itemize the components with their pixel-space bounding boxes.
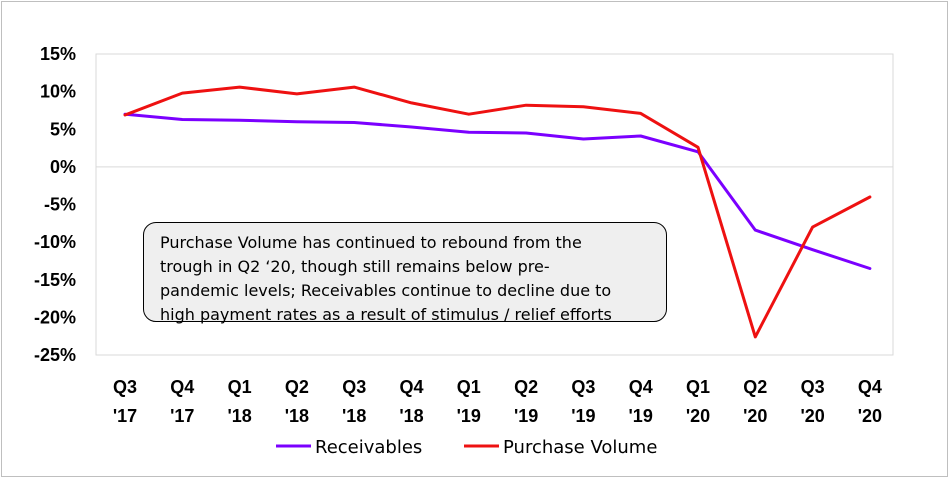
x-tick-label: '19 xyxy=(571,406,595,426)
x-tick-label: Q1 xyxy=(228,377,252,397)
x-tick-label: Q2 xyxy=(514,377,538,397)
x-tick-label: '19 xyxy=(629,406,653,426)
x-tick-label: Q4 xyxy=(629,377,653,397)
x-tick-label: '18 xyxy=(342,406,366,426)
legend-label-purchase-volume: Purchase Volume xyxy=(503,437,657,458)
y-tick-label: -20% xyxy=(34,307,76,327)
y-tick-label: -10% xyxy=(34,232,76,252)
x-tick-label: Q3 xyxy=(113,377,137,397)
x-tick-label: '17 xyxy=(113,406,137,426)
x-tick-label: '20 xyxy=(743,406,767,426)
annotation-line: trough in Q2 ‘20, though still remains b… xyxy=(160,257,550,276)
y-tick-label: 15% xyxy=(40,44,76,64)
annotation-box: Purchase Volume has continued to rebound… xyxy=(143,222,667,324)
x-tick-label: '18 xyxy=(227,406,251,426)
series-line-receivables xyxy=(123,112,872,270)
x-tick-label: Q1 xyxy=(457,377,481,397)
x-tick-label: '19 xyxy=(457,406,481,426)
x-tick-label: '20 xyxy=(800,406,824,426)
x-tick-label: '19 xyxy=(514,406,538,426)
x-tick-label: Q1 xyxy=(686,377,710,397)
x-tick-label: Q4 xyxy=(170,377,194,397)
y-tick-label: -15% xyxy=(34,270,76,290)
y-tick-label: -5% xyxy=(44,195,76,215)
x-tick-label: Q4 xyxy=(858,377,882,397)
x-tick-label: '17 xyxy=(170,406,194,426)
x-tick-label: '18 xyxy=(399,406,423,426)
x-tick-label: Q3 xyxy=(801,377,825,397)
x-tick-label: Q4 xyxy=(399,377,423,397)
annotation-line: pandemic levels; Receivables continue to… xyxy=(160,281,612,300)
y-tick-label: 10% xyxy=(40,82,76,102)
x-tick-label: Q2 xyxy=(743,377,767,397)
x-tick-label: Q2 xyxy=(285,377,309,397)
annotation-line: high payment rates as a result of stimul… xyxy=(160,305,612,324)
y-tick-label: 0% xyxy=(50,157,76,177)
x-tick-label: '20 xyxy=(686,406,710,426)
x-tick-label: '18 xyxy=(285,406,309,426)
y-tick-label: 5% xyxy=(50,119,76,139)
annotation-line: Purchase Volume has continued to rebound… xyxy=(160,233,582,252)
y-tick-label: -25% xyxy=(34,345,76,365)
x-tick-label: Q3 xyxy=(342,377,366,397)
series-line-purchase-volume xyxy=(123,85,872,339)
x-tick-label: Q3 xyxy=(571,377,595,397)
x-tick-label: '20 xyxy=(858,406,882,426)
legend-label-receivables: Receivables xyxy=(315,437,422,458)
